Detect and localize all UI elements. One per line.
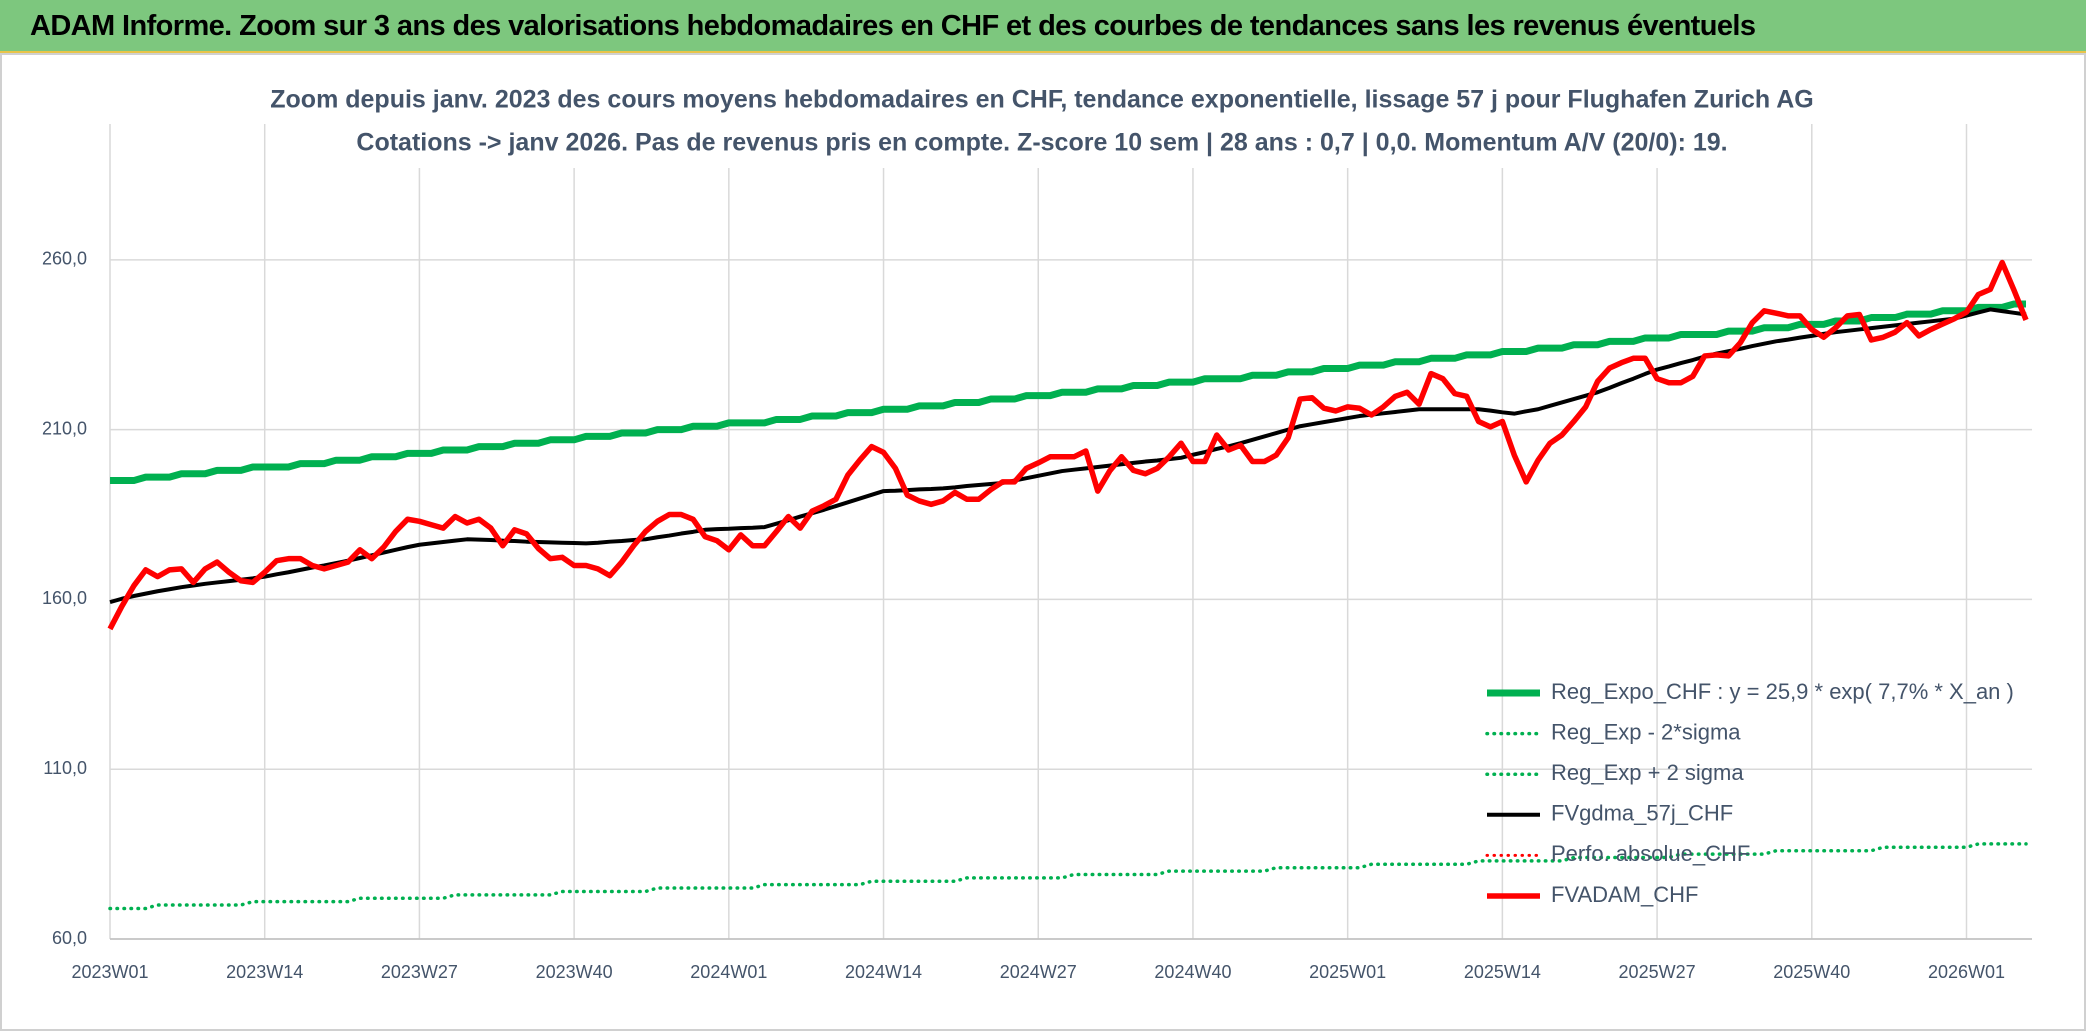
chart-subtitle: Cotations -> janv 2026. Pas de revenus p… — [356, 129, 1727, 157]
x-tick-label: 2026W01 — [1928, 962, 2005, 982]
chart-title: Zoom depuis janv. 2023 des cours moyens … — [270, 86, 1813, 114]
axes: 60,0 110,0 160,0 210,0 260,0 2023W01 2023W14 20… — [42, 249, 2032, 982]
page-title: ADAM Informe. Zoom sur 3 ans des valoris… — [30, 10, 1756, 42]
x-tick-label: 2024W40 — [1154, 962, 1231, 982]
x-tick-label: 2024W01 — [690, 962, 767, 982]
x-tick-label: 2023W27 — [381, 962, 458, 982]
legend-label: FVADAM_CHF — [1551, 882, 1699, 907]
titles: Zoom depuis janv. 2023 des cours moyens … — [270, 80, 1814, 168]
x-tick-label: 2025W01 — [1309, 962, 1386, 982]
series-line — [107, 259, 2029, 631]
chart-frame — [0, 53, 2086, 1031]
series-line — [110, 0, 2026, 53]
plot-area — [107, 0, 2029, 911]
title-background — [312, 80, 1772, 168]
header-bar: ADAM Informe. Zoom sur 3 ans des valoris… — [0, 0, 2086, 53]
y-tick-label: 110,0 — [43, 758, 87, 778]
y-tick-label: 160,0 — [42, 588, 87, 608]
x-tick-label: 2023W40 — [536, 962, 613, 982]
y-tick-label: 210,0 — [42, 418, 87, 438]
series-line — [110, 300, 2026, 485]
legend-label: Reg_Exp + 2 sigma — [1551, 760, 1744, 785]
y-tick-label: 260,0 — [42, 249, 87, 269]
x-tick-label: 2024W27 — [1000, 962, 1077, 982]
x-tick-label: 2025W14 — [1464, 962, 1541, 982]
legend-label: Reg_Exp - 2*sigma — [1551, 719, 1741, 744]
x-tick-label: 2024W14 — [845, 962, 922, 982]
legend: Reg_Expo_CHF : y = 25,9 * exp( 7,7% * X_… — [1485, 679, 2014, 907]
y-tick-label: 60,0 — [52, 928, 87, 948]
x-tick-label: 2025W27 — [1619, 962, 1696, 982]
legend-label: Perfo. absolue_CHF — [1551, 841, 1750, 866]
grid — [109, 124, 2032, 940]
legend-label: FVgdma_57j_CHF — [1551, 801, 1733, 826]
x-tick-label: 2025W40 — [1773, 962, 1850, 982]
x-tick-label: 2023W01 — [71, 962, 148, 982]
legend-label: Reg_Expo_CHF : y = 25,9 * exp( 7,7% * X_… — [1551, 679, 2014, 704]
series-line — [108, 842, 2028, 911]
x-tick-label: 2023W14 — [226, 962, 303, 982]
